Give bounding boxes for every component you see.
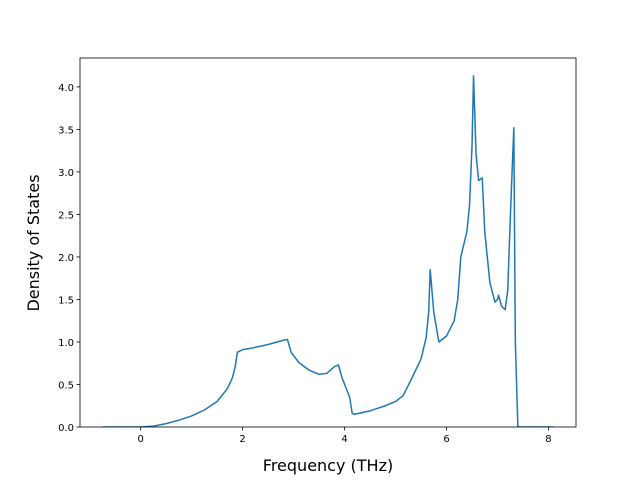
y-tick-label: 4.0 [58, 83, 74, 94]
x-tick-label: 6 [443, 434, 449, 445]
plot-frame [79, 57, 577, 428]
x-axis-label: Frequency (THz) [263, 456, 393, 475]
y-tick-label: 1.0 [58, 338, 74, 349]
line-series [102, 75, 554, 427]
y-tick-label: 0.5 [58, 380, 74, 391]
x-tick-label: 4 [341, 434, 347, 445]
y-tick-label: 3.0 [58, 168, 74, 179]
x-tick-label: 0 [137, 434, 143, 445]
y-tick-label: 2.0 [58, 253, 74, 264]
y-axis-label: Density of States [24, 174, 43, 311]
y-tick-label: 3.5 [58, 125, 74, 136]
y-tick-label: 0.0 [58, 423, 74, 434]
y-tick-label: 1.5 [58, 295, 74, 306]
x-tick-label: 8 [545, 434, 551, 445]
y-tick-label: 2.5 [58, 210, 74, 221]
x-tick-label: 2 [239, 434, 245, 445]
